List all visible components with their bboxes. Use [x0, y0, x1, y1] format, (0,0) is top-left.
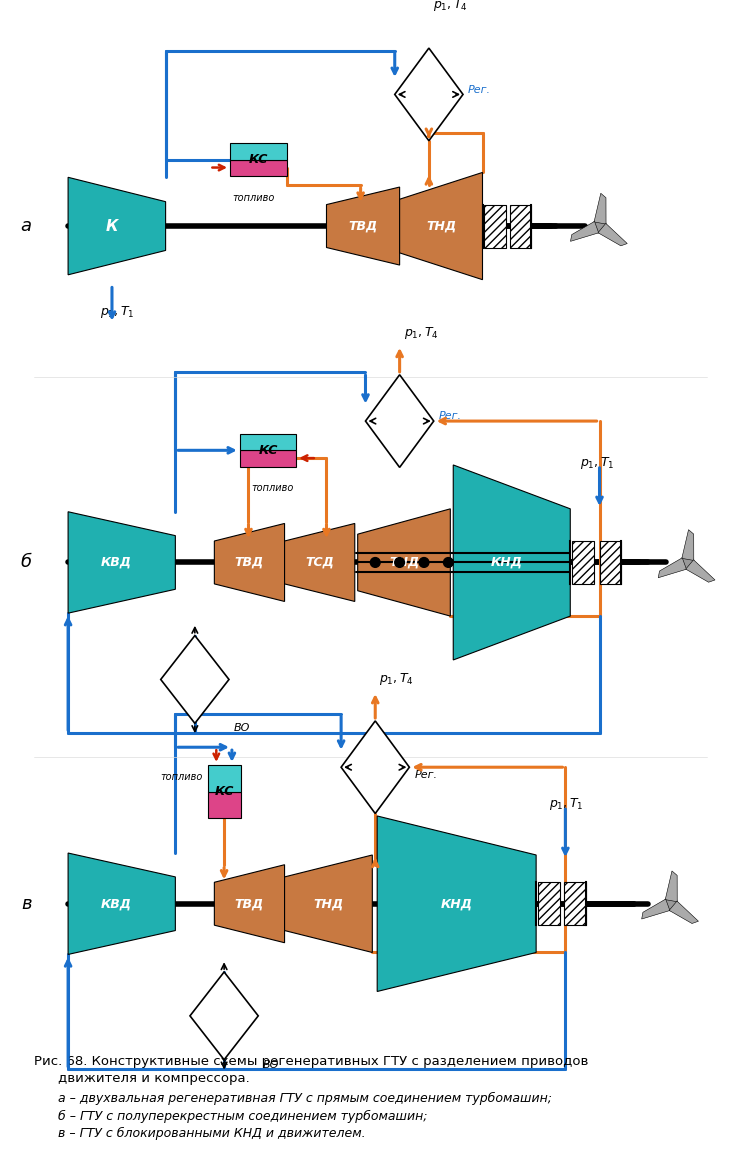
Bar	[230, 144, 286, 160]
Polygon shape	[682, 530, 694, 560]
Polygon shape	[598, 223, 627, 246]
Text: б: б	[21, 553, 32, 572]
Text: КНД: КНД	[440, 897, 472, 910]
Text: ТВД: ТВД	[235, 897, 264, 910]
Text: ТНД: ТНД	[314, 897, 344, 910]
Text: КС: КС	[258, 443, 277, 456]
Bar	[240, 434, 297, 450]
Text: а – двухвальная регенеративная ГТУ с прямым соединением турбомашин;: а – двухвальная регенеративная ГТУ с пря…	[58, 1092, 552, 1105]
Circle shape	[394, 558, 405, 567]
Text: $p_1,T_1$: $p_1,T_1$	[580, 455, 615, 471]
Text: Рег.: Рег.	[468, 84, 491, 95]
Bar	[572, 541, 594, 584]
Text: ТВД: ТВД	[348, 219, 378, 232]
Circle shape	[592, 219, 606, 233]
Bar	[240, 450, 297, 467]
Text: $p_1,T_4$: $p_1,T_4$	[403, 326, 439, 341]
Text: топливо: топливо	[160, 773, 202, 782]
Bar	[565, 882, 586, 925]
Text: Рис. 68. Конструктивные схемы регенеративных ГТУ с разделением приводов: Рис. 68. Конструктивные схемы регенерати…	[34, 1055, 588, 1068]
Text: ВО: ВО	[234, 724, 250, 733]
Polygon shape	[594, 194, 606, 224]
Bar	[600, 541, 621, 584]
Text: КВД: КВД	[101, 555, 132, 569]
Bar	[510, 204, 531, 247]
Polygon shape	[68, 853, 175, 955]
Text: $p_1,T_1$: $p_1,T_1$	[100, 305, 135, 320]
Text: топливо: топливо	[252, 483, 294, 494]
Text: $p_1,T_4$: $p_1,T_4$	[379, 671, 414, 687]
Polygon shape	[68, 512, 175, 613]
Polygon shape	[160, 636, 229, 724]
Bar	[538, 882, 559, 925]
Polygon shape	[377, 816, 536, 992]
Polygon shape	[665, 871, 677, 902]
Text: К: К	[106, 218, 118, 233]
Text: Рег.: Рег.	[414, 770, 437, 780]
Polygon shape	[190, 972, 258, 1060]
Circle shape	[664, 897, 678, 910]
Bar	[484, 204, 506, 247]
Polygon shape	[366, 375, 434, 468]
Circle shape	[419, 558, 429, 567]
Circle shape	[370, 558, 380, 567]
Bar	[230, 160, 286, 176]
Polygon shape	[570, 222, 598, 242]
Text: движителя и компрессора.: движителя и компрессора.	[58, 1072, 250, 1085]
Polygon shape	[394, 48, 463, 141]
Polygon shape	[658, 558, 687, 578]
Polygon shape	[285, 524, 355, 601]
Polygon shape	[285, 855, 372, 952]
Text: $p_1,T_4$: $p_1,T_4$	[433, 0, 467, 13]
Polygon shape	[68, 177, 166, 274]
Polygon shape	[642, 899, 670, 920]
Polygon shape	[453, 464, 570, 661]
Polygon shape	[686, 560, 715, 582]
Polygon shape	[669, 901, 698, 923]
Text: КВД: КВД	[101, 897, 132, 910]
Polygon shape	[214, 524, 285, 601]
Polygon shape	[358, 509, 450, 616]
Text: ТСД: ТСД	[305, 555, 334, 569]
Polygon shape	[341, 721, 409, 813]
Text: КС: КС	[214, 785, 234, 798]
Circle shape	[444, 558, 453, 567]
Text: в – ГТУ с блокированными КНД и движителем.: в – ГТУ с блокированными КНД и движителе…	[58, 1127, 366, 1140]
Text: ВО: ВО	[263, 1060, 280, 1070]
Text: КС: КС	[249, 153, 268, 166]
Bar	[208, 764, 241, 791]
Text: в: в	[21, 895, 32, 913]
Text: ТНД: ТНД	[426, 219, 456, 232]
Text: а: а	[21, 217, 32, 235]
Circle shape	[681, 555, 694, 569]
Text: КНД: КНД	[491, 555, 523, 569]
Text: топливо: топливо	[232, 193, 275, 203]
Polygon shape	[327, 187, 400, 265]
Text: ТВД: ТВД	[235, 555, 264, 569]
Bar	[208, 791, 241, 818]
Text: $p_1,T_1$: $p_1,T_1$	[549, 796, 584, 812]
Text: б – ГТУ с полуперекрестным соединением турбомашин;: б – ГТУ с полуперекрестным соединением т…	[58, 1110, 428, 1123]
Polygon shape	[400, 173, 483, 280]
Text: ТНД: ТНД	[389, 555, 419, 569]
Text: Рег.: Рег.	[439, 411, 461, 421]
Polygon shape	[214, 865, 285, 943]
